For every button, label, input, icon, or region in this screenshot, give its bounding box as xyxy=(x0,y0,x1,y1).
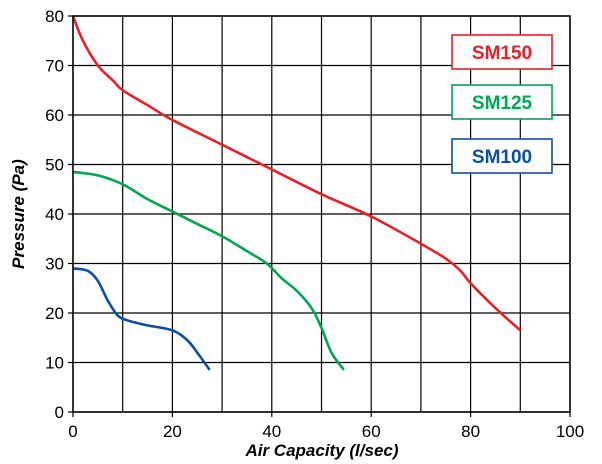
y-tick-label-30: 30 xyxy=(45,255,64,274)
x-tick-label-80: 80 xyxy=(461,422,480,441)
legend-item-sm150: SM150 xyxy=(451,34,553,70)
series-layer xyxy=(71,15,522,371)
y-tick-label-10: 10 xyxy=(45,354,64,373)
y-tick-label-50: 50 xyxy=(45,156,64,175)
y-tick-label-70: 70 xyxy=(45,57,64,76)
legend-item-sm100: SM100 xyxy=(451,138,553,174)
y-axis-title: Pressure (Pa) xyxy=(9,159,28,269)
legend-box xyxy=(451,84,553,120)
y-tick-label-20: 20 xyxy=(45,304,64,323)
tick-labels: 0 10 20 30 40 50 60 70 80 0 20 40 60 80 100 xyxy=(45,7,584,441)
y-tick-label-40: 40 xyxy=(45,205,64,224)
x-tick-label-60: 60 xyxy=(362,422,381,441)
legend: SM150 SM125 SM100 xyxy=(451,34,553,174)
x-tick-label-20: 20 xyxy=(163,422,182,441)
y-tick-label-80: 80 xyxy=(45,7,64,26)
series-line-sm100 xyxy=(72,267,211,371)
y-tick-label-60: 60 xyxy=(45,106,64,125)
legend-label: SM100 xyxy=(472,147,532,168)
x-tick-label-100: 100 xyxy=(556,422,584,441)
x-tick-label-40: 40 xyxy=(262,422,281,441)
x-tick-label-0: 0 xyxy=(68,422,77,441)
series-line-sm125 xyxy=(72,170,345,371)
series-line-sm150 xyxy=(71,15,522,332)
y-tick-label-0: 0 xyxy=(55,403,64,422)
legend-box xyxy=(451,138,553,174)
legend-label: SM125 xyxy=(472,93,533,114)
legend-box xyxy=(451,34,553,70)
axis-layer xyxy=(68,15,571,417)
legend-label: SM150 xyxy=(472,43,532,64)
x-axis-title: Air Capacity (l/sec) xyxy=(244,441,398,460)
legend-item-sm125: SM125 xyxy=(451,84,553,120)
